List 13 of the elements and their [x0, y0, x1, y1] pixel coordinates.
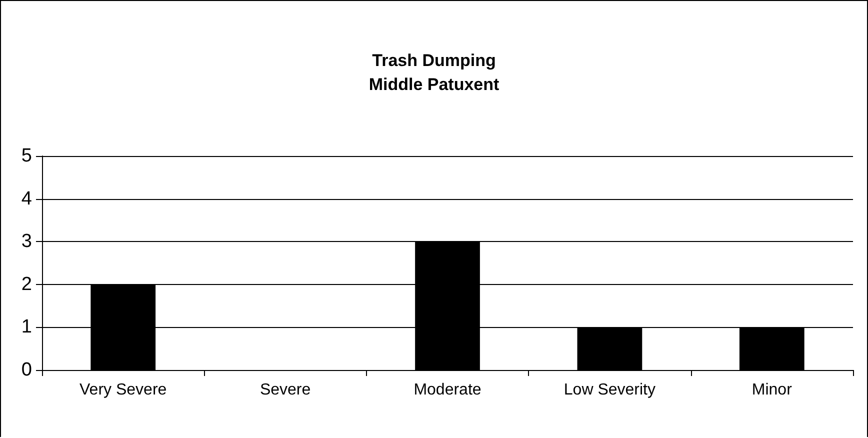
y-tick-label: 5: [21, 146, 32, 166]
chart-subtitle: Middle Patuxent: [368, 75, 500, 94]
y-tick-label: 1: [21, 316, 32, 338]
chart-title: Trash Dumping: [372, 51, 496, 70]
y-tick-label: 3: [21, 231, 32, 252]
x-tick-label: Minor: [752, 382, 793, 398]
y-tick-label: 2: [21, 274, 32, 295]
x-tick-label: Moderate: [414, 382, 482, 398]
y-tick-label: 0: [21, 360, 32, 380]
y-tick-label: 4: [21, 188, 32, 210]
x-tick-label: Very Severe: [80, 382, 167, 398]
x-tick-label: Low Severity: [564, 382, 656, 398]
x-tick-label: Severe: [260, 382, 311, 398]
